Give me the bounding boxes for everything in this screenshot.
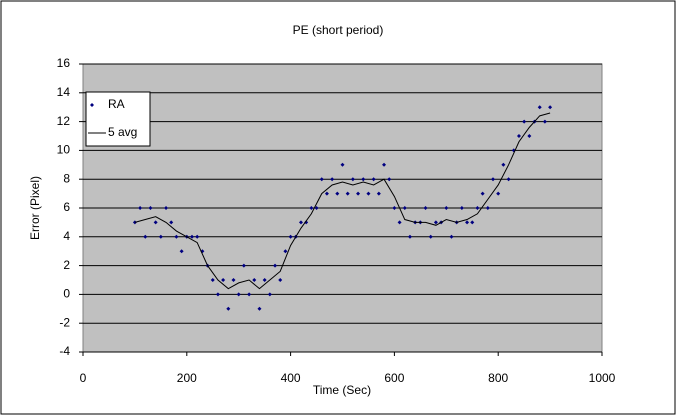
chart-title: PE (short period)	[293, 23, 384, 37]
data-point	[195, 234, 200, 239]
data-point	[169, 220, 174, 225]
data-point	[345, 191, 350, 196]
data-point	[319, 177, 324, 182]
data-point	[164, 206, 169, 210]
data-point	[298, 220, 303, 225]
data-point	[267, 292, 272, 297]
data-point	[236, 292, 241, 297]
y-tick-label: 2	[63, 258, 70, 272]
data-point	[465, 220, 470, 225]
data-point	[516, 134, 521, 138]
data-point	[231, 278, 236, 282]
data-point	[527, 134, 532, 138]
data-point	[262, 278, 267, 282]
data-point	[397, 220, 402, 225]
data-point	[366, 191, 371, 196]
data-point	[309, 206, 314, 210]
legend-box	[85, 91, 151, 147]
data-point	[324, 191, 329, 196]
data-point	[392, 206, 397, 210]
data-point	[522, 119, 527, 124]
data-point	[288, 234, 293, 239]
data-point	[278, 278, 283, 282]
y-tick-label: 0	[63, 287, 70, 301]
data-point	[537, 105, 542, 110]
data-point	[475, 206, 480, 210]
y-tick-label: 6	[63, 200, 70, 214]
data-point	[361, 177, 366, 182]
data-point	[485, 206, 490, 210]
data-point	[210, 278, 215, 282]
data-point	[407, 234, 412, 239]
x-tick-label: 400	[281, 371, 301, 385]
data-point	[356, 191, 361, 196]
data-point	[252, 278, 257, 282]
y-tick-label: 12	[57, 114, 71, 128]
data-point	[174, 234, 179, 239]
legend-marker	[90, 103, 94, 107]
y-tick-label: 16	[57, 56, 71, 70]
data-point	[273, 263, 278, 268]
data-point	[506, 177, 511, 182]
data-point	[138, 206, 143, 210]
data-point	[247, 292, 252, 297]
data-point	[428, 234, 433, 239]
data-point	[548, 105, 553, 110]
x-tick-label: 600	[384, 371, 404, 385]
data-point	[189, 234, 194, 239]
data-point	[496, 191, 501, 196]
data-point	[241, 263, 246, 268]
legend-label: 5 avg	[108, 125, 137, 139]
y-tick-label: 14	[57, 85, 71, 99]
data-point	[179, 249, 184, 254]
x-tick-label: 1000	[589, 371, 616, 385]
data-point	[480, 191, 485, 196]
data-point	[257, 306, 262, 311]
data-point	[470, 220, 475, 225]
data-point	[350, 177, 355, 182]
x-tick-label: 800	[488, 371, 508, 385]
data-point	[382, 162, 387, 167]
x-tick-label: 200	[177, 371, 197, 385]
x-axis-label: Time (Sec)	[313, 383, 371, 397]
y-tick-label: 4	[63, 229, 70, 243]
data-point	[433, 220, 438, 225]
data-point	[215, 292, 220, 297]
legend-label: RA	[108, 97, 125, 111]
data-point	[221, 278, 226, 282]
y-tick-label: 8	[63, 171, 70, 185]
data-point	[423, 206, 428, 210]
data-point	[226, 306, 231, 311]
data-point	[143, 234, 148, 239]
data-point	[283, 249, 288, 254]
y-tick-label: 10	[57, 143, 71, 157]
y-tick-label: -2	[59, 315, 70, 329]
y-tick-label: -4	[59, 344, 70, 358]
data-point	[335, 191, 340, 196]
y-axis-label: Error (Pixel)	[28, 176, 42, 240]
data-point	[330, 177, 335, 182]
data-point	[501, 162, 506, 167]
data-point	[449, 234, 454, 239]
data-point	[459, 206, 464, 210]
data-point	[402, 206, 407, 210]
data-point	[314, 206, 319, 210]
data-point	[387, 177, 392, 182]
data-point	[148, 206, 153, 210]
data-point	[542, 119, 547, 124]
data-point	[153, 220, 158, 225]
data-point	[444, 206, 449, 210]
data-point	[491, 177, 496, 182]
data-point	[376, 191, 381, 196]
x-tick-label: 0	[80, 371, 87, 385]
data-point	[340, 162, 345, 167]
data-point	[304, 220, 309, 225]
data-point	[158, 234, 163, 239]
data-point	[371, 177, 376, 182]
avg-line	[134, 112, 551, 290]
